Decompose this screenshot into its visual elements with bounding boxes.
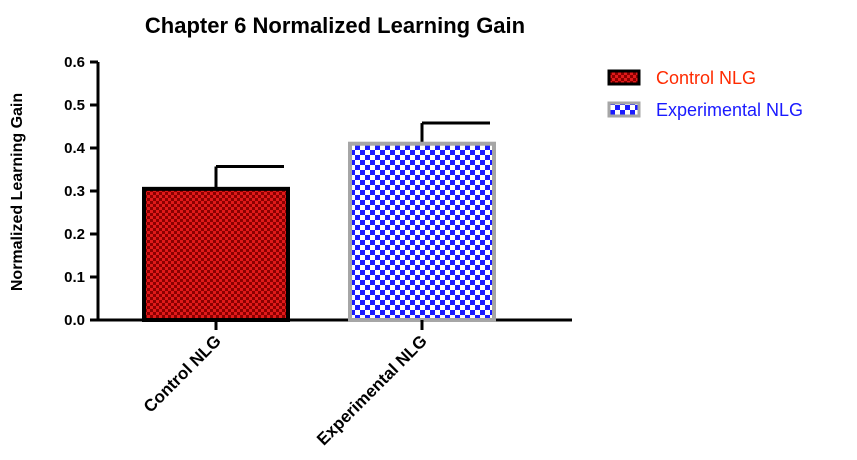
y-tick-label: 0.1 bbox=[64, 269, 85, 286]
legend-swatch-experimental bbox=[607, 101, 641, 118]
legend-label-experimental: Experimental NLG bbox=[656, 100, 803, 120]
x-tick-label: Control NLG bbox=[140, 331, 225, 416]
bar-control bbox=[142, 186, 290, 322]
y-tick-label: 0.2 bbox=[64, 226, 85, 243]
y-tick-label: 0.0 bbox=[64, 312, 85, 329]
bars bbox=[142, 121, 496, 322]
bar-experimental bbox=[348, 141, 496, 322]
legend-swatch-control bbox=[607, 69, 641, 86]
legend-item-experimental: Experimental NLG bbox=[607, 100, 803, 120]
y-tick-label: 0.4 bbox=[64, 140, 86, 157]
legend-label-control: Control NLG bbox=[656, 68, 756, 88]
y-tick-label: 0.5 bbox=[64, 97, 85, 114]
legend: Control NLG Experimental NLG bbox=[607, 68, 803, 120]
x-ticks: Control NLG Experimental NLG bbox=[140, 320, 431, 449]
y-tick-label: 0.3 bbox=[64, 183, 85, 200]
y-tick-label: 0.6 bbox=[64, 54, 85, 71]
x-tick-label: Experimental NLG bbox=[313, 331, 431, 449]
legend-item-control: Control NLG bbox=[607, 68, 756, 88]
chart-title: Chapter 6 Normalized Learning Gain bbox=[145, 13, 525, 38]
y-ticks: 0.0 0.1 0.2 0.3 0.4 0.5 0.6 bbox=[64, 54, 98, 329]
y-axis-label: Normalized Learning Gain bbox=[9, 93, 26, 291]
